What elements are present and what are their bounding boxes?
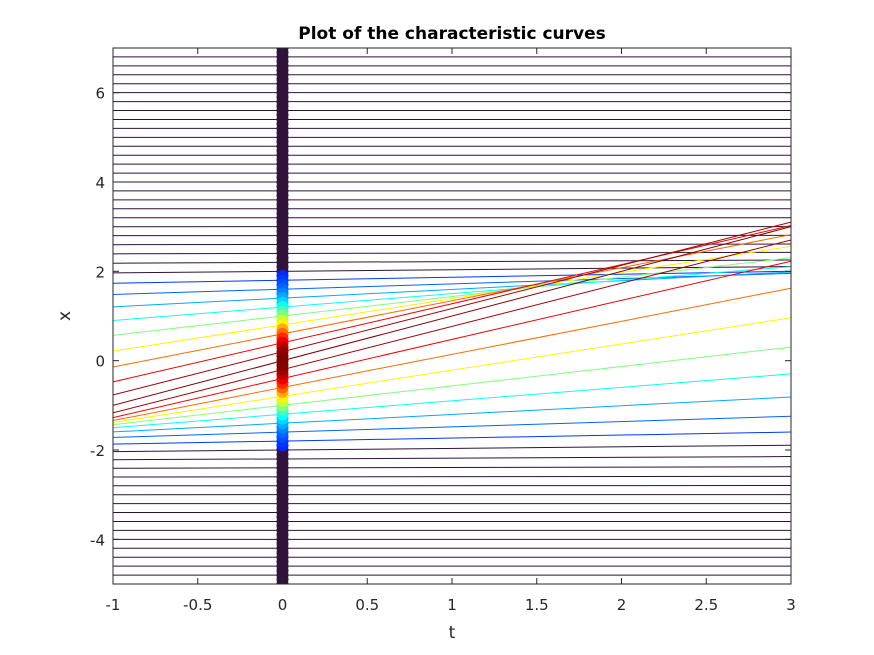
initial-point (276, 354, 289, 367)
plot-area (112, 47, 792, 585)
characteristic-line (113, 260, 791, 419)
characteristic-line (113, 466, 791, 469)
characteristic-line (113, 287, 791, 422)
x-tick-label: -1 (106, 596, 121, 614)
x-tick-label: 1.5 (525, 596, 549, 614)
characteristic-line (113, 475, 791, 478)
characteristic-lines (113, 48, 791, 584)
characteristic-line (113, 257, 791, 336)
x-tick-label: -0.5 (183, 596, 212, 614)
characteristic-line (113, 225, 791, 383)
characteristic-line (113, 271, 791, 308)
characteristic-line (113, 415, 791, 438)
characteristic-line (113, 266, 791, 322)
characteristic-line (113, 243, 791, 246)
y-tick-label: -4 (90, 531, 105, 549)
x-tick-label: 2.5 (694, 596, 718, 614)
characteristic-line (113, 444, 791, 453)
x-tick-label: 2 (617, 596, 627, 614)
characteristic-line (113, 251, 791, 255)
characteristic-line (113, 373, 791, 429)
characteristic-line (113, 259, 791, 264)
y-axis-label: x (55, 311, 75, 321)
x-tick-label: 0 (278, 596, 288, 614)
y-tick-label: 6 (95, 85, 105, 103)
y-tick-label: 0 (95, 353, 105, 371)
chart-title: Plot of the characteristic curves (298, 24, 606, 44)
y-tick-label: 4 (95, 174, 105, 192)
x-axis-ticks: -1 -0.5 0 0.5 1 1.5 2 2.5 3 (106, 48, 796, 614)
x-tick-label: 1 (447, 596, 457, 614)
characteristic-line (113, 270, 791, 284)
characteristic-line (113, 226, 791, 406)
x-axis-label: t (449, 623, 456, 643)
y-tick-label: 2 (95, 263, 105, 281)
initial-condition-points (276, 48, 289, 584)
characteristic-line (113, 272, 791, 295)
y-tick-label: -2 (90, 442, 105, 460)
characteristic-line (113, 396, 791, 433)
characteristic-line (113, 245, 791, 352)
characteristic-line (113, 266, 791, 274)
x-tick-label: 3 (786, 596, 796, 614)
characteristic-line (113, 239, 791, 414)
y-axis-ticks: -4 -2 0 2 4 6 (90, 85, 791, 549)
characteristic-line (113, 431, 791, 445)
characteristic-line (113, 317, 791, 424)
characteristic-line (113, 221, 791, 396)
characteristic-line (113, 456, 791, 461)
x-tick-label: 0.5 (355, 596, 379, 614)
characteristic-line (113, 346, 791, 426)
